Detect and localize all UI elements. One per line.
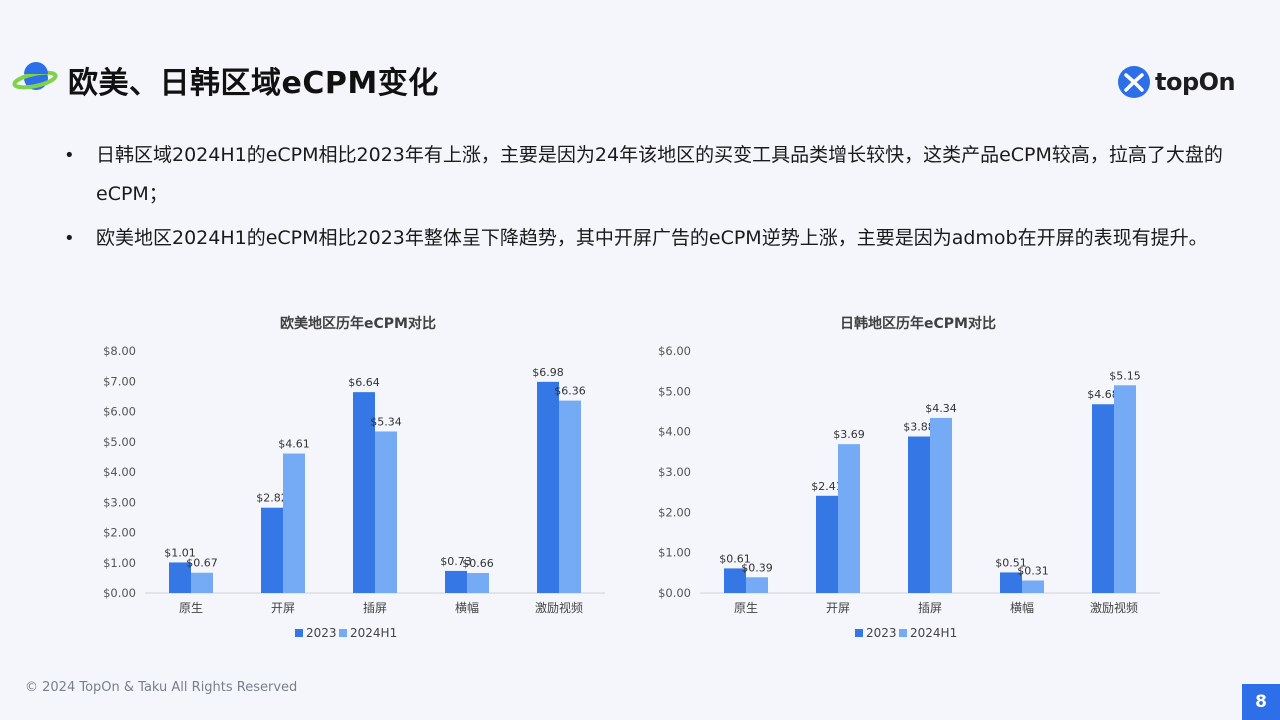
bullet-item: • 日韩区域2024H1的eCPM相比2023年有上涨，主要是因为24年该地区的…: [64, 136, 1224, 214]
data-label: $0.73: [440, 555, 472, 568]
bar-2023-插屏: [353, 392, 375, 593]
page-number: 8: [1242, 684, 1280, 720]
chart-japan-korea-svg: 日韩地区历年eCPM对比 $0.00 $1.00 $2.00 $3.00 $4.00 $5.…: [658, 315, 1160, 640]
data-label: $3.88: [903, 421, 935, 434]
x-tick-label: 激励视频: [1090, 600, 1138, 615]
y-tick-label: $3.00: [103, 495, 136, 509]
data-label: $4.34: [925, 402, 957, 415]
bar-2023-开屏: [261, 507, 283, 593]
data-label: $1.01: [164, 546, 196, 559]
y-tick-label: $8.00: [103, 344, 136, 358]
legend-label: 2024H1: [910, 626, 957, 640]
y-tick-label: $1.00: [103, 556, 136, 570]
legend-swatch: [855, 629, 863, 637]
legend-label: 2023: [306, 626, 337, 640]
y-tick-label: $6.00: [103, 405, 136, 419]
y-tick-label: $0.00: [103, 586, 136, 600]
x-tick-label: 原生: [734, 601, 758, 615]
bar-2024H1-原生: [746, 577, 768, 593]
data-label: $0.51: [995, 556, 1027, 569]
bullet-text: 日韩区域2024H1的eCPM相比2023年有上涨，主要是因为24年该地区的买变…: [96, 144, 1223, 205]
y-tick-label: $1.00: [658, 546, 691, 560]
x-tick-label: 横幅: [1010, 600, 1034, 615]
topon-logo-icon: [1118, 66, 1150, 98]
chart-europe-us: 欧美地区历年eCPM对比 $0.00 $1.00 $2.00 $3.00 $4.00 $5.…: [90, 308, 630, 662]
y-tick-label: $3.00: [658, 465, 691, 479]
bar-2024H1-横幅: [1022, 580, 1044, 593]
page-title: 欧美、日韩区域eCPM变化: [68, 66, 439, 101]
data-label: $5.15: [1109, 369, 1141, 382]
bar-2023-激励视频: [1092, 404, 1114, 593]
y-tick-label: $5.00: [103, 435, 136, 449]
bullet-dot: •: [64, 145, 75, 166]
bar-2024H1-开屏: [283, 453, 305, 593]
data-label: $2.41: [811, 480, 843, 493]
legend-swatch: [339, 629, 347, 637]
y-tick-label: $4.00: [658, 425, 691, 439]
x-tick-label: 开屏: [826, 601, 850, 615]
x-tick-label: 插屏: [918, 601, 942, 615]
y-tick-label: $7.00: [103, 374, 136, 388]
bar-2024H1-插屏: [930, 417, 952, 593]
data-label: $0.39: [741, 561, 773, 574]
bar-2024H1-横幅: [467, 573, 489, 593]
chart-title: 欧美地区历年eCPM对比: [280, 315, 436, 332]
data-label: $0.31: [1017, 564, 1049, 577]
bar-2024H1-激励视频: [559, 400, 581, 593]
x-tick-label: 横幅: [455, 600, 479, 615]
chart-japan-korea: 日韩地区历年eCPM对比 $0.00 $1.00 $2.00 $3.00 $4.00 $5.…: [640, 308, 1180, 662]
y-tick-label: $2.00: [103, 526, 136, 540]
topon-logo: topOn: [1117, 65, 1236, 99]
x-tick-label: 开屏: [271, 601, 295, 615]
bar-2024H1-开屏: [838, 444, 860, 593]
y-tick-label: $4.00: [103, 465, 136, 479]
data-label: $6.64: [348, 376, 380, 389]
y-tick-label: $2.00: [658, 505, 691, 519]
y-tick-label: $5.00: [658, 384, 691, 398]
data-label: $0.66: [462, 557, 494, 570]
copyright: © 2024 TopOn & Taku All Rights Reserved: [25, 680, 298, 695]
bar-2024H1-激励视频: [1114, 385, 1136, 593]
logo-text: topOn: [1155, 68, 1236, 96]
bullet-text: 欧美地区2024H1的eCPM相比2023年整体呈下降趋势，其中开屏广告的eCP…: [96, 227, 1208, 249]
bar-2023-开屏: [816, 495, 838, 593]
y-tick-label: $6.00: [658, 344, 691, 358]
bullet-item: • 欧美地区2024H1的eCPM相比2023年整体呈下降趋势，其中开屏广告的e…: [64, 219, 1224, 258]
legend-swatch: [899, 629, 907, 637]
bar-2023-插屏: [908, 436, 930, 593]
chart-europe-us-svg: 欧美地区历年eCPM对比 $0.00 $1.00 $2.00 $3.00 $4.00 $5.…: [103, 315, 605, 640]
data-label: $4.68: [1087, 388, 1119, 401]
data-label: $6.36: [554, 385, 586, 398]
bar-2024H1-插屏: [375, 431, 397, 593]
data-label: $5.34: [370, 415, 402, 428]
legend-label: 2023: [866, 626, 897, 640]
x-tick-label: 激励视频: [535, 600, 583, 615]
data-label: $4.61: [278, 438, 310, 451]
chart-title: 日韩地区历年eCPM对比: [840, 315, 996, 332]
bar-2023-横幅: [1000, 572, 1022, 593]
bullet-dot: •: [64, 228, 75, 249]
planet-icon: [12, 62, 58, 90]
bar-2023-横幅: [445, 570, 467, 593]
data-label: $0.67: [186, 557, 218, 570]
y-tick-label: $0.00: [658, 586, 691, 600]
data-label: $6.98: [532, 366, 564, 379]
x-tick-label: 原生: [179, 601, 203, 615]
data-label: $3.69: [833, 428, 865, 441]
legend-label: 2024H1: [350, 626, 397, 640]
bar-2023-原生: [724, 568, 746, 593]
bullet-list: • 日韩区域2024H1的eCPM相比2023年有上涨，主要是因为24年该地区的…: [64, 136, 1224, 263]
header: 欧美、日韩区域eCPM变化: [12, 58, 439, 102]
legend-swatch: [295, 629, 303, 637]
data-label: $0.61: [719, 552, 751, 565]
bar-2024H1-原生: [191, 572, 213, 593]
x-tick-label: 插屏: [363, 601, 387, 615]
bar-2023-激励视频: [537, 381, 559, 593]
data-label: $2.82: [256, 492, 288, 505]
bar-2023-原生: [169, 562, 191, 593]
